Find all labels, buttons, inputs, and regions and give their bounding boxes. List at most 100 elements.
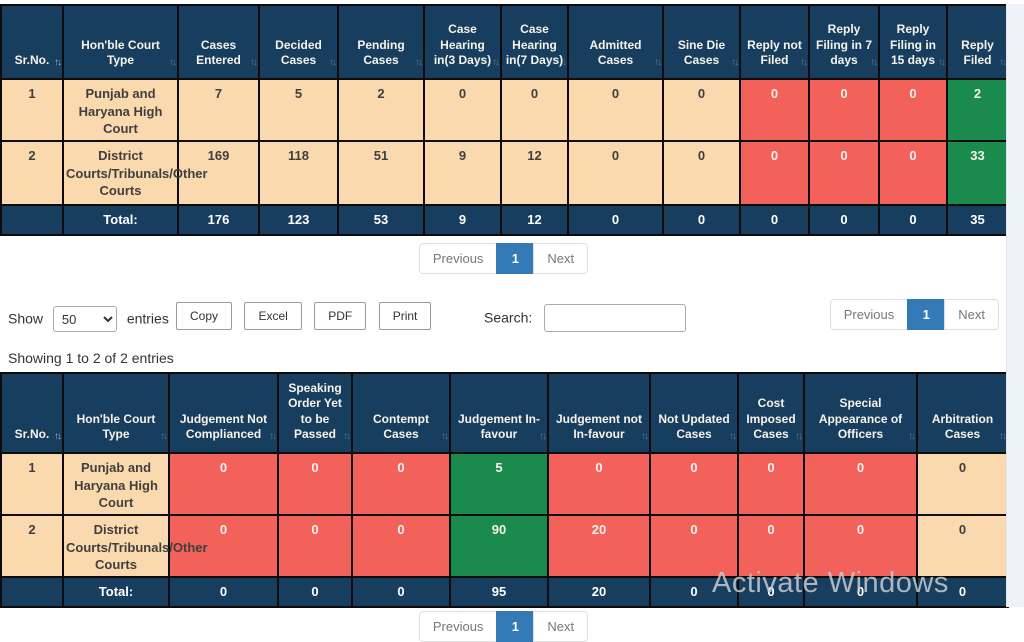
table-cell: 0 [500, 78, 569, 142]
sort-icon: ↑↓ [729, 431, 737, 442]
pdf-button[interactable]: PDF [314, 302, 367, 330]
pagination-previous[interactable]: Previous [418, 243, 498, 274]
search-input[interactable] [544, 304, 687, 332]
column-header-label: Pending Cases [357, 37, 405, 68]
column-header[interactable]: Admitted Cases ↑↓ [567, 4, 664, 80]
table-cell: District Courts/Tribunals/Other Courts [62, 514, 208, 578]
column-header[interactable]: Reply Filed ↑↓ [946, 4, 1009, 80]
sort-icon: ↑↓ [938, 57, 946, 68]
total-cell: 176 [177, 204, 260, 236]
pagination-next[interactable]: Next [944, 299, 999, 330]
table-cell: 12 [500, 140, 569, 206]
column-header[interactable]: Special Appearance of Officers ↑↓ [803, 372, 918, 454]
page-scroll-strip[interactable] [1006, 4, 1024, 607]
sort-icon: ↑↓ [415, 57, 423, 68]
cases-summary-table-section: Sr.No. ↑↓ Hon'ble Court Type ↑↓ Cases Entere… [0, 4, 1024, 236]
pagination-page-1[interactable]: 1 [907, 299, 946, 330]
table1-pagination-wrap: Previous 1 Next [0, 243, 1007, 274]
table-cell: 0 [739, 78, 810, 142]
sort-icon: ↑↓ [160, 431, 168, 442]
table-cell: 0 [567, 78, 664, 142]
column-header[interactable]: Contempt Cases ↑↓ [351, 372, 451, 454]
sort-icon: ↑↓ [441, 431, 449, 442]
column-header[interactable]: Judgement Not Complianced ↑↓ [168, 372, 279, 454]
total-cell: 123 [258, 204, 339, 236]
sort-icon: ↑↓ [654, 57, 662, 68]
sort-icon: ↑↓ [169, 57, 177, 68]
pagination-next[interactable]: Next [533, 611, 589, 642]
table-cell: 0 [649, 452, 739, 516]
column-header[interactable]: Cases Entered ↑↓ [177, 4, 260, 80]
sort-icon: ↑↓ [731, 57, 739, 68]
table-cell: 0 [916, 452, 1009, 516]
pagination-page-1[interactable]: 1 [496, 611, 535, 642]
table-row: 1 Punjab and Haryana High Court 7 5 2 0 0 0 0 0 0 0… [0, 78, 1009, 142]
sort-icon: ↑↓ [795, 431, 803, 442]
column-header[interactable]: Judgement In-favour ↑↓ [449, 372, 549, 454]
print-button[interactable]: Print [378, 302, 432, 330]
cases-summary-table: Sr.No. ↑↓ Hon'ble Court Type ↑↓ Cases Entere… [0, 4, 1009, 236]
table-cell: Punjab and Haryana High Court [62, 78, 179, 142]
column-header[interactable]: Case Hearing in(7 Days) ↑↓ [500, 4, 569, 80]
column-header-label: Hon'ble Court Type [81, 37, 160, 68]
column-header-label: Decided Cases [275, 37, 322, 68]
column-header[interactable]: Reply Filing in 15 days ↑↓ [878, 4, 948, 80]
column-header-label: Reply Filing in 7 days [816, 22, 872, 68]
column-header[interactable]: Sine Die Cases ↑↓ [662, 4, 741, 80]
column-header[interactable]: Speaking Order Yet to be Passed ↑↓ [277, 372, 353, 454]
table-cell: 0 [277, 452, 353, 516]
column-header[interactable]: Sr.No. ↑↓ [0, 372, 64, 454]
judgement-summary-table-section: Sr.No. ↑↓ Hon'ble Court Type ↑↓ Judgement No… [0, 372, 1024, 608]
table-cell: 0 [803, 514, 918, 578]
column-header[interactable]: Judgement not In-favour ↑↓ [547, 372, 651, 454]
table-cell: 169 [177, 140, 260, 206]
column-header-label: Reply Filed [961, 37, 994, 68]
pagination-previous[interactable]: Previous [829, 299, 909, 330]
column-header[interactable]: Reply not Filed ↑↓ [739, 4, 810, 80]
total-cell: 0 [878, 204, 948, 236]
table-info: Showing 1 to 2 of 2 entries [8, 350, 174, 366]
table-cell: 0 [423, 78, 502, 142]
total-cell: Total: [62, 204, 179, 236]
column-header[interactable]: Hon'ble Court Type ↑↓ [62, 4, 179, 80]
column-header[interactable]: Sr.No. ↑↓ [0, 4, 64, 80]
column-header[interactable]: Arbitration Cases ↑↓ [916, 372, 1009, 454]
pagination-previous[interactable]: Previous [418, 611, 498, 642]
pagination-page-1[interactable]: 1 [496, 243, 535, 274]
column-header[interactable]: Hon'ble Court Type ↑↓ [62, 372, 170, 454]
sort-icon: ↑↓ [54, 57, 62, 68]
table-row: 2 District Courts/Tribunals/Other Courts 0… [0, 514, 1009, 578]
column-header-label: Cost Imposed Cases [746, 396, 796, 442]
table-cell: 33 [946, 140, 1009, 206]
table-cell: 0 [808, 140, 880, 206]
column-header[interactable]: Cost Imposed Cases ↑↓ [737, 372, 805, 454]
column-header[interactable]: Case Hearing in(3 Days) ↑↓ [423, 4, 502, 80]
column-header-label: Not Updated Cases [658, 411, 730, 442]
column-header[interactable]: Pending Cases ↑↓ [337, 4, 425, 80]
column-header[interactable]: Not Updated Cases ↑↓ [649, 372, 739, 454]
copy-button[interactable]: Copy [176, 302, 233, 330]
sort-icon: ↑↓ [870, 57, 878, 68]
judgement-summary-table: Sr.No. ↑↓ Hon'ble Court Type ↑↓ Judgement No… [0, 372, 1009, 608]
sort-icon: ↑↓ [492, 57, 500, 68]
table1-pagination: Previous 1 Next [418, 243, 589, 274]
table-cell: 9 [423, 140, 502, 206]
column-header[interactable]: Decided Cases ↑↓ [258, 4, 339, 80]
table-cell: 0 [649, 514, 739, 578]
column-header-label: Case Hearing in(3 Days) [433, 22, 492, 68]
column-header-label: Contempt Cases [373, 411, 429, 442]
table-cell: 1 [0, 78, 64, 142]
total-cell: 35 [946, 204, 1009, 236]
table-cell: 118 [258, 140, 339, 206]
column-header-label: Cases Entered [196, 37, 241, 68]
column-header-label: Reply not Filed [747, 37, 802, 68]
pagination-next[interactable]: Next [533, 243, 589, 274]
column-header-label: Sr.No. [14, 53, 50, 68]
total-cell: 0 [808, 204, 880, 236]
table-cell: 0 [737, 514, 805, 578]
table-cell: 0 [878, 140, 948, 206]
entries-select[interactable]: 50 [52, 306, 117, 332]
table-cell: 0 [916, 514, 1009, 578]
column-header[interactable]: Reply Filing in 7 days ↑↓ [808, 4, 880, 80]
excel-button[interactable]: Excel [244, 302, 302, 330]
